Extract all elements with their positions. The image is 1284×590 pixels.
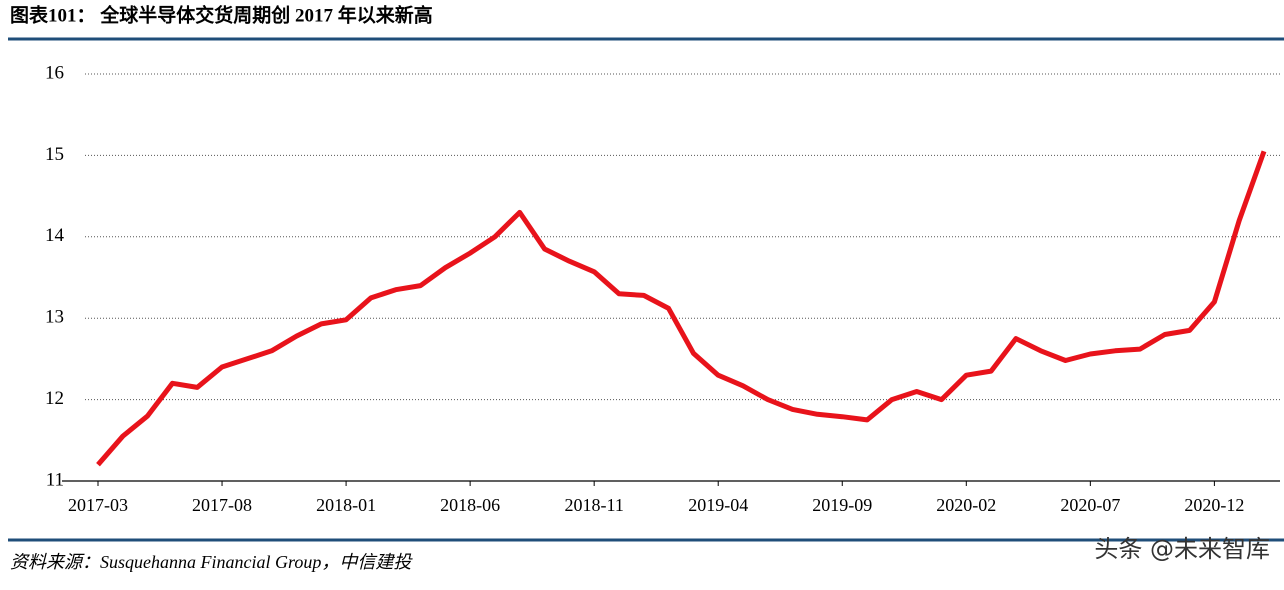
x-tick-label: 2017-03: [68, 495, 128, 515]
y-tick-label: 14: [45, 225, 65, 246]
x-tick-label: 2017-08: [192, 495, 252, 515]
y-tick-label: 16: [45, 62, 64, 83]
y-tick-label: 12: [45, 388, 64, 409]
x-tick-label: 2018-06: [440, 495, 500, 515]
x-tick-label: 2018-01: [316, 495, 376, 515]
x-tick-label: 2019-04: [688, 495, 748, 515]
source: 资料来源：Susquehanna Financial Group，中信建投: [10, 552, 413, 572]
y-tick-label: 11: [46, 469, 64, 490]
y-tick-label: 15: [45, 144, 64, 165]
x-tick-label: 2019-09: [812, 495, 872, 515]
chart-title: 图表101： 全球半导体交货周期创 2017 年以来新高: [10, 3, 433, 26]
line-series: [96, 150, 1267, 467]
x-tick-label: 2020-02: [936, 495, 996, 515]
x-tick-label: 2018-11: [565, 495, 624, 515]
watermark: 头条 @未来智库: [1094, 535, 1270, 563]
x-tick-label: 2020-07: [1060, 495, 1120, 515]
y-tick-label: 13: [45, 307, 64, 328]
x-tick-label: 2020-12: [1184, 495, 1244, 515]
